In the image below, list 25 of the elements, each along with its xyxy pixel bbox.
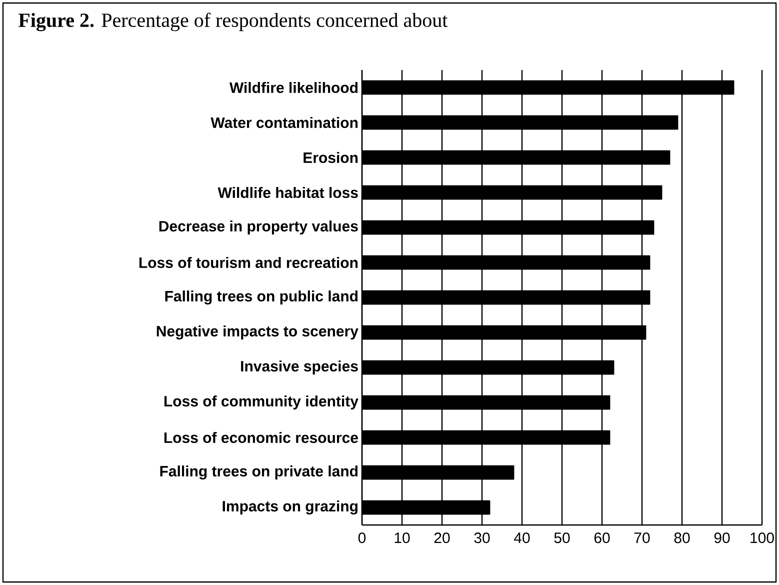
x-tick-label: 80 xyxy=(674,532,690,544)
y-tick-label: Decrease in property values xyxy=(159,220,358,234)
x-tick-label: 70 xyxy=(634,532,650,544)
x-tick-label: 0 xyxy=(358,532,366,544)
x-tick-label: 20 xyxy=(434,532,450,544)
y-tick-label: Water contamination xyxy=(210,116,358,128)
x-tick-label: 30 xyxy=(474,532,490,544)
y-tick-label: Loss of tourism and recreation xyxy=(139,256,358,268)
x-tick-label: 100 xyxy=(750,532,774,544)
chart-title: Figure 2. Percentage of respondents concerned about xyxy=(18,12,448,32)
x-tick-label: 60 xyxy=(594,532,610,544)
y-tick-label: Impacts on grazing xyxy=(222,500,358,515)
x-tick-label: 40 xyxy=(514,532,530,544)
y-tick-label: Invasive species xyxy=(241,360,358,374)
y-tick-label: Loss of community identity xyxy=(164,396,358,410)
y-tick-label: Loss of economic resource xyxy=(164,432,358,444)
x-tick-label: 90 xyxy=(714,532,730,544)
y-tick-label: Falling trees on public land xyxy=(165,290,358,305)
y-tick-label: Wildlife habitat loss xyxy=(218,186,358,198)
x-tick-label: 10 xyxy=(394,532,410,544)
x-tick-label: 50 xyxy=(554,532,570,544)
y-tick-label: Negative impacts to scenery xyxy=(156,325,358,340)
y-tick-label: Erosion xyxy=(304,152,358,164)
y-tick-label: Wildfire likelihood xyxy=(229,82,358,94)
y-tick-label: Falling trees on private land xyxy=(160,465,358,480)
